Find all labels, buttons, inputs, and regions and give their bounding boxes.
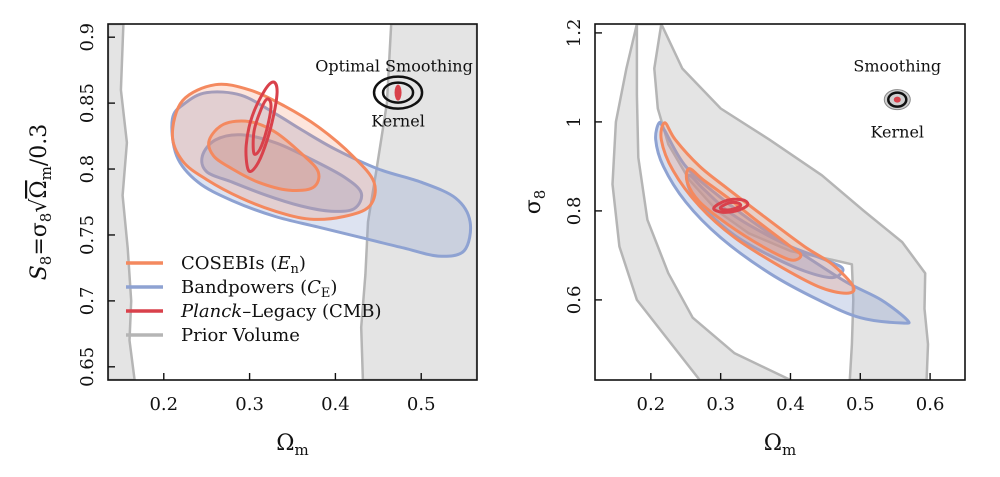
x-axis-label-main: Ω: [276, 431, 294, 456]
kernel-outer-ellipse: [372, 75, 424, 110]
series-planck-95: [712, 197, 750, 214]
series-cosebis-95: [659, 121, 856, 295]
y-label-s8: S: [27, 265, 52, 280]
y-tick-label: 1.2: [564, 19, 585, 48]
y-label-sub: 8: [37, 256, 55, 266]
y-tick-label: 1: [564, 116, 585, 127]
plot-area: [108, 24, 477, 380]
right-panel: Smoothing Kernel 0.2 0.3 0.4 0.5 0.6 0.6 0.8 1 1.2…: [521, 19, 966, 459]
y-label-radicand: Ω: [27, 180, 52, 198]
x-tick-label: 0.2: [637, 394, 666, 415]
series-cosebis-95: [170, 82, 377, 221]
legend-label-math-italic: C: [307, 277, 321, 298]
legend-label-main: Prior Volume: [181, 325, 300, 346]
x-axis-label: Ωm: [276, 431, 308, 459]
legend-label-end: ): [299, 253, 306, 274]
series-prior-volume: [611, 24, 930, 380]
x-tick-label: 0.5: [846, 394, 875, 415]
x-tick-label: 0.4: [776, 394, 805, 415]
legend-label: Prior Volume: [181, 325, 300, 346]
y-label-sqrt: √: [27, 198, 52, 213]
y-label-sub: m: [37, 166, 55, 180]
x-axis-label: Ωm: [764, 431, 796, 459]
series-bandpowers-68: [200, 133, 364, 213]
x-axis-label-sub: m: [782, 441, 796, 459]
legend-label-end: ): [330, 277, 337, 298]
kernel-inner-ellipse: [893, 96, 901, 103]
x-tick-label: 0.6: [916, 394, 945, 415]
legend-label-main: Bandpowers: [181, 277, 300, 298]
legend-label-main: COSEBIs: [181, 253, 270, 274]
y-axis-label: S8=σ8√Ωm/0.3: [27, 124, 55, 281]
series-prior-volume-region-1: [359, 24, 477, 380]
y-tick-label: 0.75: [77, 215, 98, 255]
legend: COSEBIs (En)Bandpowers (CE)Planck–Legacy…: [126, 253, 382, 346]
kernel-inner-ellipse: [394, 84, 402, 101]
x-tick-label: 0.5: [407, 394, 436, 415]
legend-label-italic: Planck: [180, 301, 242, 322]
legend-label: Bandpowers (CE): [181, 277, 337, 301]
legend-label-rest: –Legacy (CMB): [242, 301, 381, 322]
plot-frame: [594, 23, 966, 381]
y-label-sub: 8: [37, 213, 55, 223]
kernel-label-top: Smoothing: [853, 57, 941, 76]
y-tick-label: 0.8: [77, 155, 98, 184]
series-bandpowers-95: [654, 120, 911, 325]
kernel-label-bottom: Kernel: [871, 123, 925, 142]
legend-label-sub: E: [321, 286, 331, 301]
legend-label: Planck–Legacy (CMB): [180, 301, 382, 322]
series-planck-95: [244, 80, 279, 174]
y-tick-label: 0.8: [564, 197, 585, 226]
x-tick-label: 0.2: [149, 394, 178, 415]
plot-frame: [107, 23, 478, 381]
y-tick-label: 0.7: [77, 287, 98, 316]
y-label-sub: 8: [531, 190, 549, 200]
series-cosebis-68: [207, 119, 321, 193]
y-label-eq: =σ: [27, 222, 52, 255]
x-tick-label: 0.3: [235, 394, 264, 415]
y-tick-label: 0.65: [77, 347, 98, 387]
series-planck-68: [251, 97, 273, 156]
series-cosebis-68: [684, 167, 803, 262]
kernel-middle-ellipse: [381, 81, 415, 104]
y-tick-label: 0.6: [564, 286, 585, 315]
y-axis-label: σ8: [521, 190, 549, 215]
kernel-middle-ellipse: [887, 91, 908, 108]
legend-label-sub: n: [290, 262, 299, 277]
x-axis-label-sub: m: [295, 441, 309, 459]
x-tick-label: 0.4: [321, 394, 350, 415]
left-panel: Optimal Smoothing Kernel 0.2 0.3 0.4 0.5 0.65 0…: [27, 23, 478, 459]
y-tick-label: 0.9: [77, 23, 98, 52]
y-label-denominator: /0.3: [27, 124, 52, 166]
plot-area: [611, 24, 930, 380]
kernel-label-top: Optimal Smoothing: [315, 57, 473, 76]
series-planck-68: [718, 200, 743, 212]
legend-label-math: (: [270, 253, 277, 274]
series-prior-volume-region-0: [108, 24, 136, 380]
kernel-label-bottom: Kernel: [371, 112, 425, 131]
legend-label-math: (: [300, 277, 307, 298]
y-label-sigma: σ: [521, 199, 546, 214]
x-axis-label-main: Ω: [764, 431, 782, 456]
legend-label: COSEBIs (En): [181, 253, 306, 277]
y-tick-label: 0.85: [77, 83, 98, 123]
x-tick-label: 0.3: [706, 394, 735, 415]
legend-label-math-italic: E: [276, 253, 290, 274]
